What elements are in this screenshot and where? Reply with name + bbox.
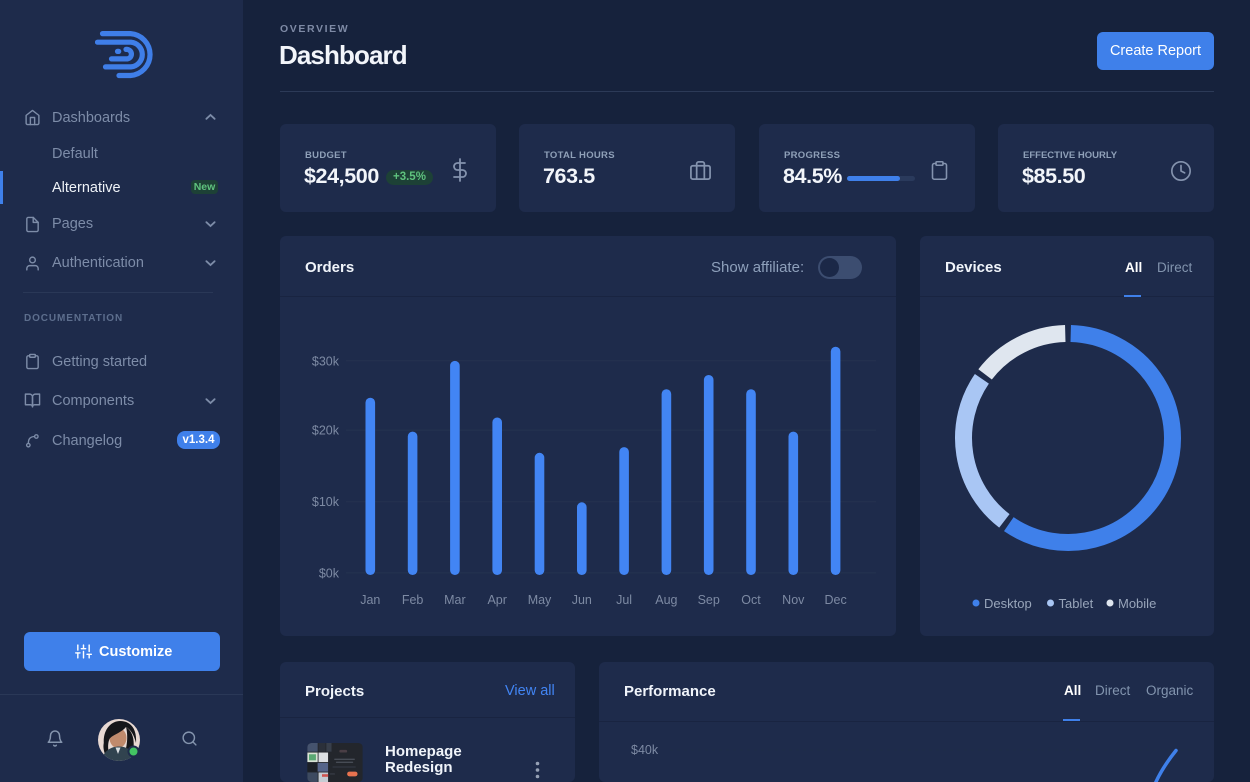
svg-text:Jun: Jun [572, 593, 592, 607]
svg-text:Tablet: Tablet [1059, 596, 1094, 611]
svg-text:Desktop: Desktop [984, 596, 1032, 611]
svg-text:Sep: Sep [698, 593, 720, 607]
svg-text:Oct: Oct [741, 593, 761, 607]
svg-text:Jan: Jan [360, 593, 380, 607]
svg-text:Nov: Nov [782, 593, 805, 607]
svg-text:$0k: $0k [319, 566, 340, 580]
svg-text:Jul: Jul [616, 593, 632, 607]
svg-text:Mar: Mar [444, 593, 466, 607]
svg-text:Dec: Dec [824, 593, 846, 607]
svg-text:$30k: $30k [312, 354, 340, 368]
svg-text:Aug: Aug [655, 593, 677, 607]
svg-text:$10k: $10k [312, 495, 340, 509]
svg-text:Mobile: Mobile [1118, 596, 1156, 611]
svg-text:Apr: Apr [487, 593, 506, 607]
svg-text:$20k: $20k [312, 424, 340, 438]
svg-text:May: May [528, 593, 552, 607]
svg-text:Feb: Feb [402, 593, 424, 607]
